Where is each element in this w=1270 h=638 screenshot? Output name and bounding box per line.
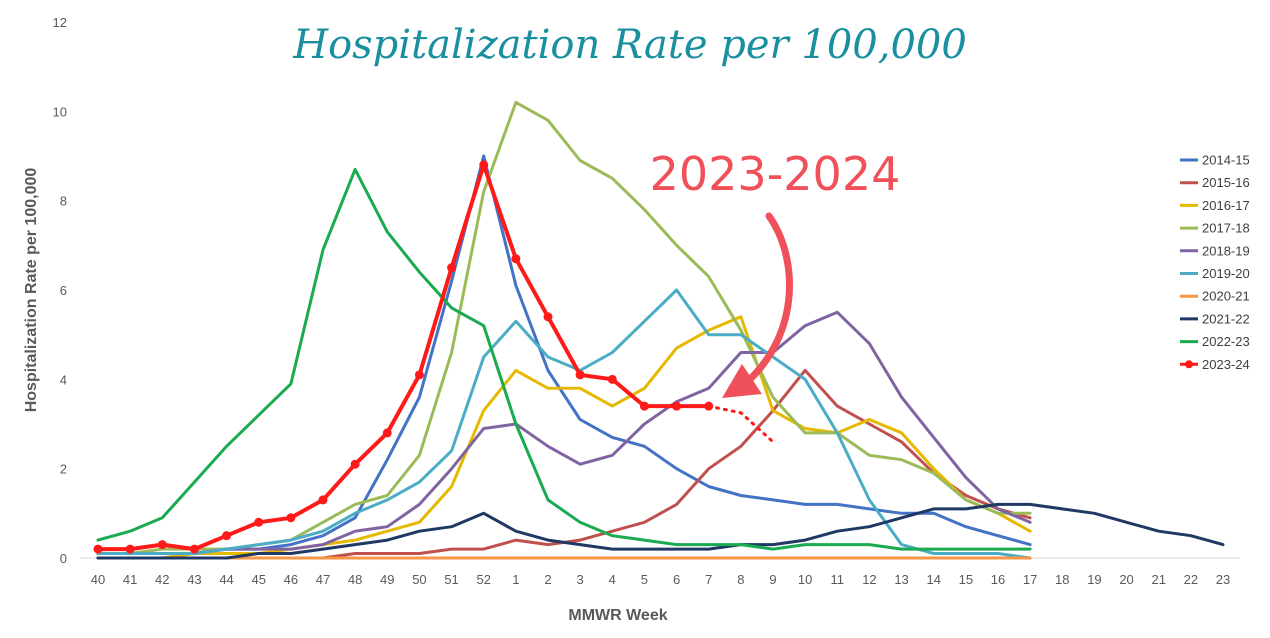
- x-tick-label: 6: [673, 572, 680, 587]
- x-tick-label: 43: [187, 572, 201, 587]
- x-tick-label: 9: [769, 572, 776, 587]
- x-tick-label: 8: [737, 572, 744, 587]
- x-tick-label: 45: [251, 572, 265, 587]
- x-tick-label: 42: [155, 572, 169, 587]
- x-tick-label: 50: [412, 572, 426, 587]
- legend-label-2023-24: 2023-24: [1202, 357, 1250, 372]
- legend: 2014-15 2015-16 2016-17 2017-18 2018-19 2019-…: [1180, 153, 1250, 372]
- projection-line-2023-24: [707, 404, 775, 444]
- x-tick-label: 49: [380, 572, 394, 587]
- x-tick-label: 19: [1087, 572, 1101, 587]
- series-point-2023-24: [575, 370, 585, 380]
- y-axis-label: Hospitalization Rate per 100,000: [23, 168, 40, 413]
- series-point-2023-24: [222, 531, 232, 541]
- x-tick-label: 20: [1119, 572, 1133, 587]
- x-tick-label: 3: [577, 572, 584, 587]
- legend-marker-2023-24: [1185, 360, 1193, 369]
- annotation-label: 2023-2024: [650, 147, 901, 201]
- x-tick-label: 5: [641, 572, 648, 587]
- series-line-2014-15: [96, 154, 1032, 555]
- x-tick-label: 47: [316, 572, 330, 587]
- y-tick-label: 2: [60, 462, 67, 477]
- legend-label-2018-19: 2018-19: [1202, 243, 1250, 258]
- series-point-2023-24: [382, 428, 392, 438]
- x-tick-label: 11: [831, 572, 845, 587]
- series-point-2023-24: [350, 459, 360, 469]
- series-point-2023-24: [479, 160, 489, 170]
- x-tick-label: 44: [219, 572, 233, 587]
- legend-label-2015-16: 2015-16: [1202, 175, 1250, 190]
- series-point-2023-24: [318, 495, 328, 505]
- legend-label-2016-17: 2016-17: [1202, 198, 1250, 213]
- series-point-2023-24: [639, 401, 649, 411]
- series-point-2023-24: [125, 544, 135, 554]
- series-point-2023-24: [254, 517, 264, 527]
- legend-label-2019-20: 2019-20: [1202, 266, 1250, 281]
- y-tick-label: 6: [60, 283, 67, 298]
- series-point-2023-24: [511, 254, 521, 264]
- annotation-arrow: [736, 212, 793, 392]
- series-point-2023-24: [189, 544, 199, 554]
- x-tick-label: 18: [1055, 572, 1069, 587]
- x-tick-label: 12: [862, 572, 876, 587]
- x-tick-label: 15: [959, 572, 973, 587]
- x-tick-label: 23: [1216, 572, 1230, 587]
- series-point-2023-24: [286, 513, 296, 523]
- series-line-2022-23: [96, 167, 1032, 551]
- x-tick-label: 2: [544, 572, 551, 587]
- x-tick-label: 16: [991, 572, 1005, 587]
- y-tick-label: 0: [60, 551, 67, 566]
- series-point-2023-24: [543, 312, 553, 322]
- series-line-2018-19: [96, 310, 1032, 555]
- series-point-2023-24: [607, 374, 617, 384]
- y-axis-ticks: 0 2 4 6 8 10 12: [53, 15, 67, 566]
- y-tick-label: 12: [53, 15, 67, 30]
- x-tick-label: 40: [91, 572, 105, 587]
- y-tick-label: 8: [60, 194, 67, 209]
- legend-label-2014-15: 2014-15: [1202, 153, 1250, 168]
- x-tick-label: 14: [926, 572, 940, 587]
- x-tick-label: 51: [444, 572, 458, 587]
- legend-label-2022-23: 2022-23: [1202, 334, 1250, 349]
- legend-label-2020-21: 2020-21: [1202, 289, 1250, 304]
- series-point-2023-24: [672, 401, 682, 411]
- series-point-2023-24: [447, 263, 457, 273]
- annotation-arrowhead: [722, 364, 762, 398]
- series-point-2023-24: [157, 540, 167, 550]
- x-axis-ticks: 40 41 42 43 44 45 46 47 48 49 50 51 52 1 2 3 4 5 6 7 8 9 10 11 1…: [91, 572, 1230, 587]
- y-tick-label: 10: [53, 104, 67, 119]
- x-tick-label: 13: [894, 572, 908, 587]
- series-line-2021-22: [96, 502, 1225, 560]
- x-tick-label: 1: [512, 572, 519, 587]
- legend-label-2017-18: 2017-18: [1202, 221, 1250, 236]
- y-tick-label: 4: [60, 372, 67, 387]
- chart-title: Hospitalization Rate per 100,000: [292, 22, 967, 68]
- x-axis-label: MMWR Week: [568, 607, 667, 624]
- x-tick-label: 21: [1151, 572, 1165, 587]
- x-tick-label: 46: [284, 572, 298, 587]
- series-line-2019-20: [96, 288, 1032, 560]
- x-tick-label: 7: [705, 572, 712, 587]
- x-tick-label: 41: [123, 572, 137, 587]
- series-point-2023-24: [414, 370, 424, 380]
- series-lines: [93, 100, 1225, 560]
- x-tick-label: 10: [798, 572, 812, 587]
- x-tick-label: 4: [609, 572, 616, 587]
- series-line-2023-24: [96, 162, 711, 552]
- x-tick-label: 22: [1184, 572, 1198, 587]
- x-tick-label: 52: [476, 572, 490, 587]
- x-tick-label: 48: [348, 572, 362, 587]
- legend-label-2021-22: 2021-22: [1202, 311, 1250, 326]
- series-point-2023-24: [93, 544, 103, 554]
- x-tick-label: 17: [1023, 572, 1037, 587]
